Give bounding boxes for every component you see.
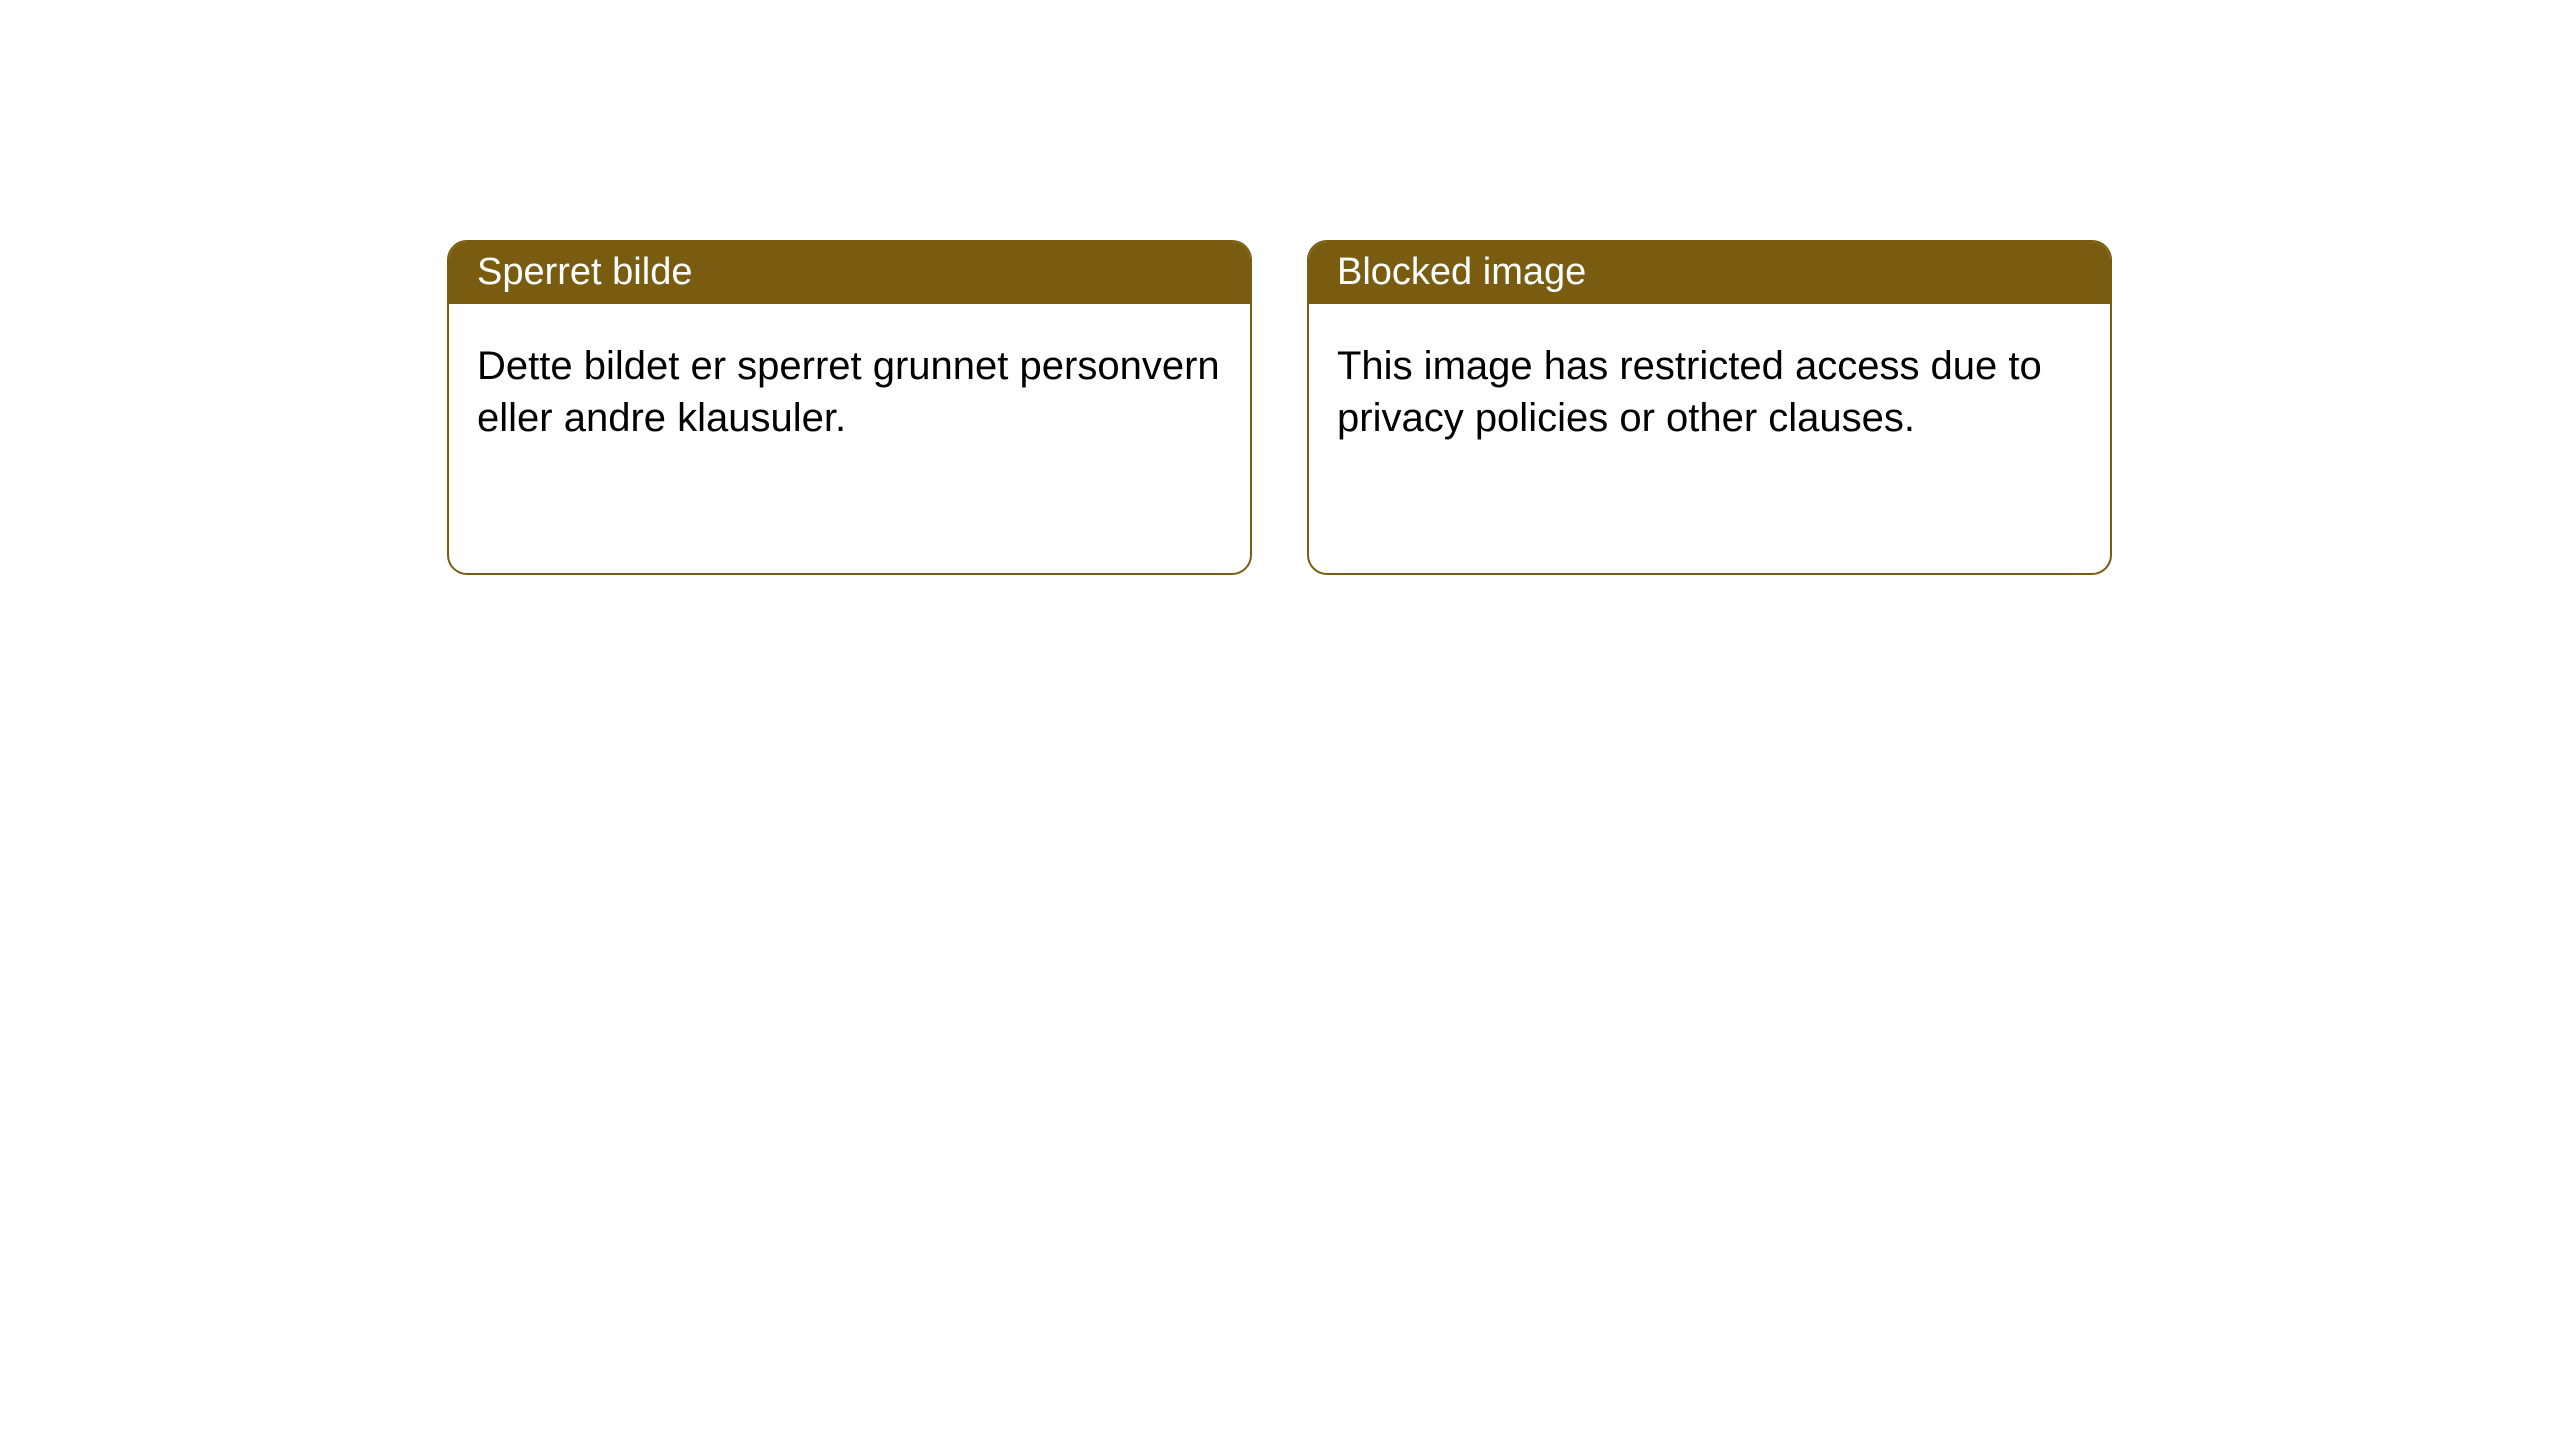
card-body: This image has restricted access due to … <box>1309 304 2110 472</box>
card-header: Sperret bilde <box>449 242 1250 304</box>
card-title: Blocked image <box>1337 251 1586 293</box>
card-body-text: This image has restricted access due to … <box>1337 344 2042 440</box>
blocked-image-card-no: Sperret bilde Dette bildet er sperret gr… <box>447 240 1252 575</box>
card-body-text: Dette bildet er sperret grunnet personve… <box>477 344 1220 440</box>
blocked-image-card-en: Blocked image This image has restricted … <box>1307 240 2112 575</box>
card-title: Sperret bilde <box>477 251 692 293</box>
card-header: Blocked image <box>1309 242 2110 304</box>
blocked-image-cards-container: Sperret bilde Dette bildet er sperret gr… <box>447 240 2112 575</box>
card-body: Dette bildet er sperret grunnet personve… <box>449 304 1250 472</box>
